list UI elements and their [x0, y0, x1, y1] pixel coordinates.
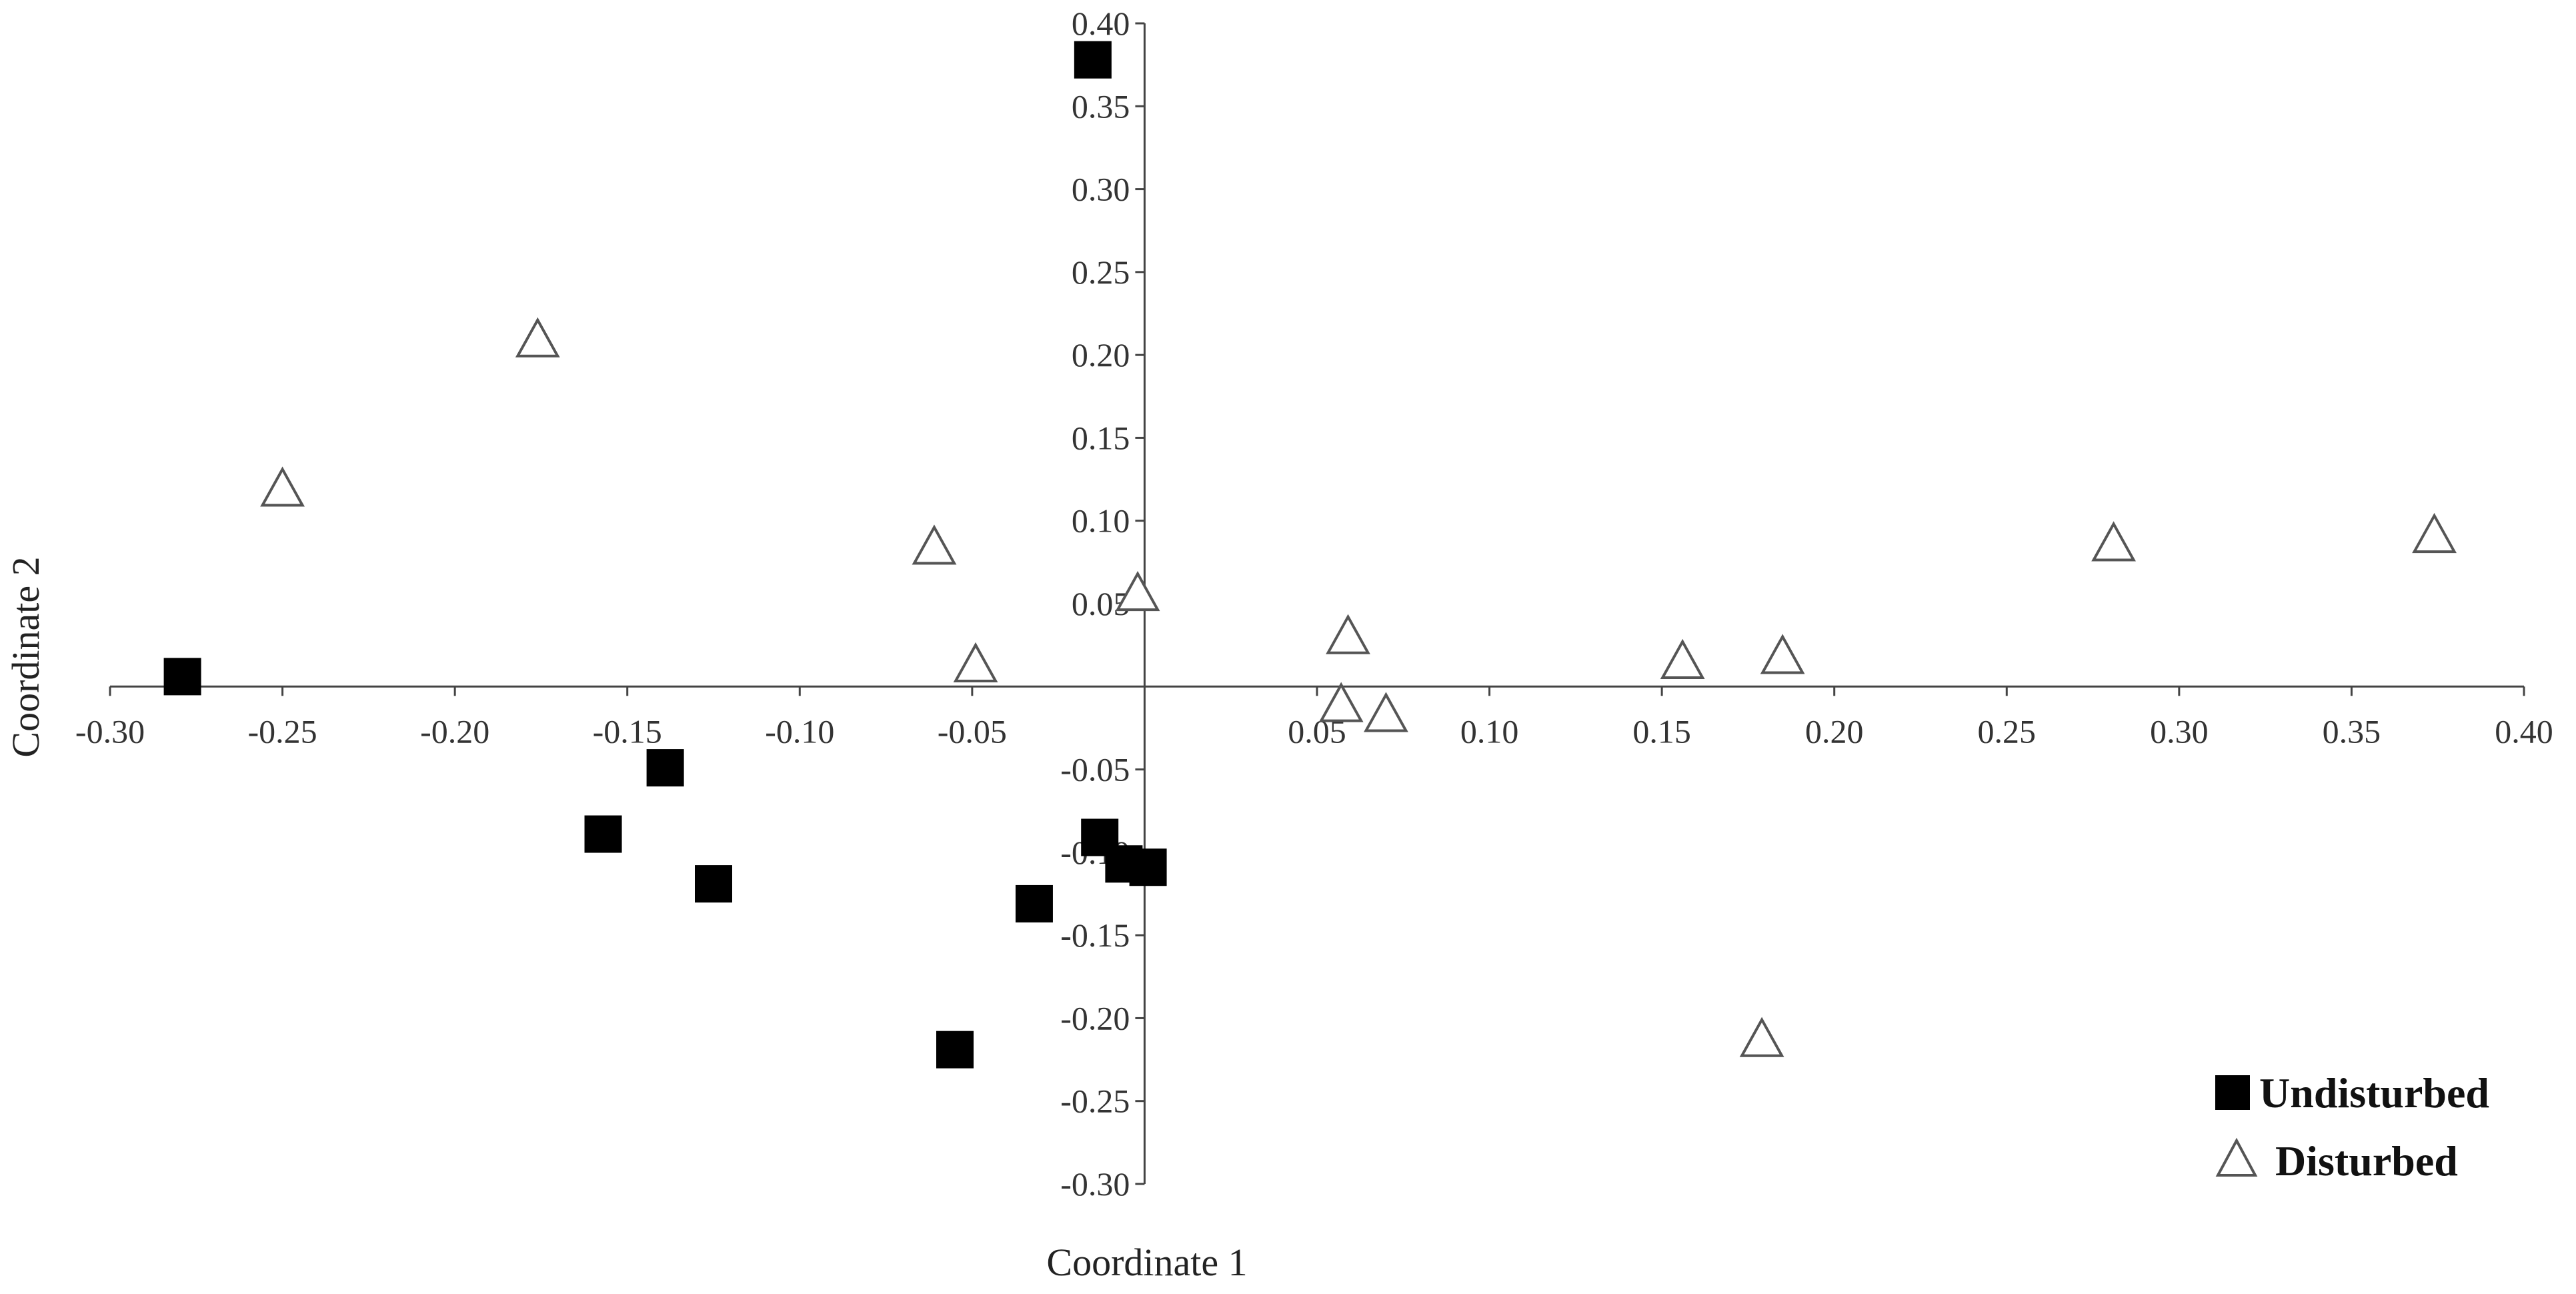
x-tick-label: 0.25 [1978, 712, 2037, 750]
undisturbed-point [695, 865, 732, 903]
y-tick-label: -0.25 [1060, 1083, 1130, 1120]
disturbed-point [1739, 1017, 1784, 1057]
x-tick-label: 0.35 [2323, 712, 2381, 750]
disturbed-point [515, 317, 560, 358]
legend-item-undisturbed: Undisturbed [2215, 1069, 2489, 1117]
y-axis-title: Coordinate 2 [4, 556, 47, 757]
legend-label-disturbed: Disturbed [2275, 1137, 2458, 1185]
disturbed-point [1660, 638, 1705, 679]
series-undisturbed [163, 41, 1167, 1069]
x-tick-label: -0.20 [420, 712, 489, 750]
undisturbed-point [584, 815, 622, 853]
x-tick-label: 0.30 [2150, 712, 2209, 750]
disturbed-point [2412, 512, 2457, 554]
x-tick-label: 0.20 [1805, 712, 1864, 750]
undisturbed-point [1074, 41, 1112, 79]
data-points [163, 41, 2457, 1069]
y-tick-label: 0.30 [1072, 171, 1130, 208]
disturbed-point [953, 642, 998, 682]
disturbed-point [2091, 521, 2136, 562]
y-tick-label: -0.30 [1060, 1165, 1130, 1203]
x-tick-label: 0.40 [2495, 712, 2553, 750]
y-tick-label: 0.20 [1072, 336, 1130, 374]
y-tick-label: -0.15 [1060, 916, 1130, 954]
y-tick-label: 0.40 [1072, 5, 1130, 42]
x-tick-label: 0.15 [1632, 712, 1691, 750]
undisturbed-point [936, 1031, 974, 1069]
x-axis-title: Coordinate 1 [1046, 1241, 1247, 1284]
x-tick-label: -0.15 [593, 712, 662, 750]
undisturbed-point [1129, 848, 1167, 886]
x-tick-label: -0.30 [75, 712, 145, 750]
legend-marker-disturbed [2215, 1137, 2258, 1177]
disturbed-point [1760, 634, 1805, 674]
legend-label-undisturbed: Undisturbed [2259, 1069, 2489, 1117]
y-tick-label: -0.05 [1060, 751, 1130, 788]
y-tick-label: 0.35 [1072, 87, 1130, 125]
disturbed-point [912, 524, 957, 565]
undisturbed-point [646, 749, 684, 787]
legend: Undisturbed Disturbed [2215, 1069, 2489, 1185]
y-tick-label: 0.10 [1072, 502, 1130, 540]
undisturbed-point [1015, 884, 1053, 922]
y-tick-label: -0.20 [1060, 999, 1130, 1037]
disturbed-point [1364, 692, 1408, 732]
disturbed-point [260, 466, 305, 507]
x-tick-labels: -0.30 -0.25 -0.20 -0.15 -0.10 -0.05 0.05 0.10 0.… [75, 686, 2553, 750]
disturbed-point [1326, 614, 1370, 654]
x-tick-label: -0.05 [938, 712, 1007, 750]
axes [110, 23, 2524, 1184]
x-tick-label: 0.10 [1460, 712, 1519, 750]
y-tick-label: 0.15 [1072, 419, 1130, 456]
series-disturbed [260, 317, 2457, 1057]
disturbed-point [1318, 682, 1364, 722]
disturbed-point [1115, 570, 1160, 612]
y-tick-label: 0.25 [1072, 253, 1130, 291]
x-tick-label: -0.25 [247, 712, 317, 750]
legend-marker-undisturbed [2215, 1075, 2250, 1110]
undisturbed-point [163, 658, 201, 696]
legend-item-disturbed: Disturbed [2215, 1137, 2458, 1185]
x-tick-label: -0.10 [765, 712, 834, 750]
